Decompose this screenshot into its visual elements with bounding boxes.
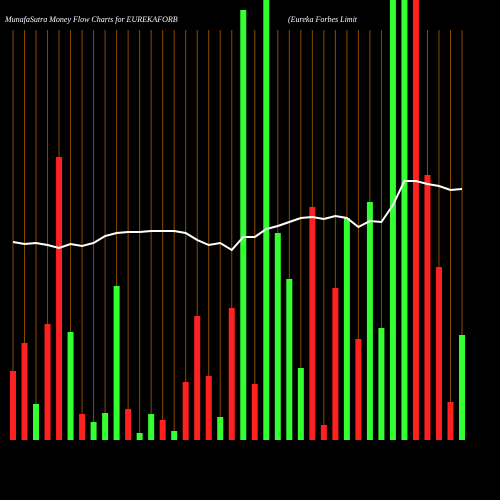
chart-subtitle: (Eureka Forbes Limit (288, 15, 358, 24)
bar (159, 420, 166, 440)
bar (102, 413, 109, 440)
bar (228, 308, 235, 440)
bar (194, 316, 201, 440)
bar (263, 0, 270, 440)
bar (148, 414, 155, 440)
bar (389, 0, 396, 440)
bar (79, 414, 86, 440)
bar (171, 431, 178, 440)
bar (343, 218, 350, 440)
bar (309, 207, 316, 440)
bar (240, 10, 247, 440)
bar (412, 0, 419, 440)
bar (297, 368, 304, 440)
bar (67, 332, 74, 440)
bar (401, 0, 408, 440)
money-flow-line (12, 180, 463, 252)
bar (366, 202, 373, 440)
bar (447, 402, 454, 440)
bar (205, 376, 212, 440)
bar (424, 175, 431, 440)
bar (113, 286, 120, 440)
bar (125, 409, 132, 440)
bar (136, 433, 143, 440)
bar (217, 417, 224, 440)
bar (21, 343, 28, 440)
bar (355, 339, 362, 440)
bar (274, 233, 281, 440)
bar (56, 157, 63, 440)
bar (251, 384, 258, 440)
bar (33, 404, 40, 440)
bar (90, 422, 97, 440)
bar (459, 335, 465, 440)
bar (44, 324, 51, 440)
chart-title: MunafaSutra Money Flow Charts for EUREKA… (4, 15, 178, 24)
bar (10, 371, 16, 440)
bar (378, 328, 385, 440)
bar (286, 279, 293, 440)
bar (320, 425, 327, 440)
bar (332, 288, 339, 440)
bar (435, 267, 442, 440)
bar (182, 382, 189, 440)
